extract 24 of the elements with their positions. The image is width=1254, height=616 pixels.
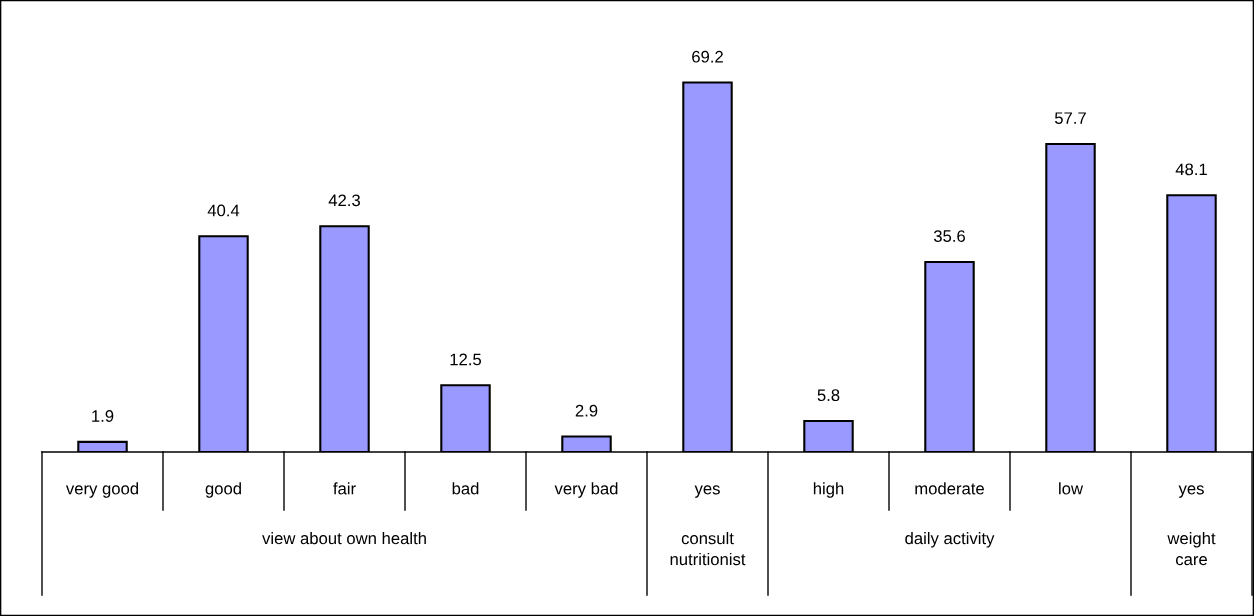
text: weight care (1167, 532, 1216, 566)
x-tick-label: low (1059, 482, 1084, 495)
data-label: 57.7 (1054, 112, 1086, 125)
text: consult nutritionist (670, 532, 746, 566)
x-tick-label: yes (1178, 485, 1204, 498)
data-label: 69.2 (692, 50, 723, 63)
x-tick-label: very bad (554, 482, 618, 498)
data-label: 40.4 (207, 204, 240, 217)
x-tick-label: very good (65, 482, 139, 498)
x-tick-label: good (205, 482, 241, 498)
data-label: 5.8 (817, 389, 840, 402)
data-label: 12.5 (450, 353, 482, 366)
data-label: 1.9 (92, 410, 114, 422)
x-tick-label: bad (452, 482, 479, 495)
data-label: 48.1 (1175, 163, 1207, 176)
x-tick-label: fair (333, 482, 356, 495)
data-label: 2.9 (575, 404, 598, 417)
x-tick-label: moderate (915, 482, 984, 495)
x-tick-label: yes (694, 485, 720, 498)
x-tick-label: high (813, 482, 844, 498)
text: view about own health (262, 532, 426, 545)
data-label: 42.3 (328, 194, 360, 207)
text: daily activity (905, 532, 995, 548)
data-label: 35.6 (933, 230, 965, 242)
